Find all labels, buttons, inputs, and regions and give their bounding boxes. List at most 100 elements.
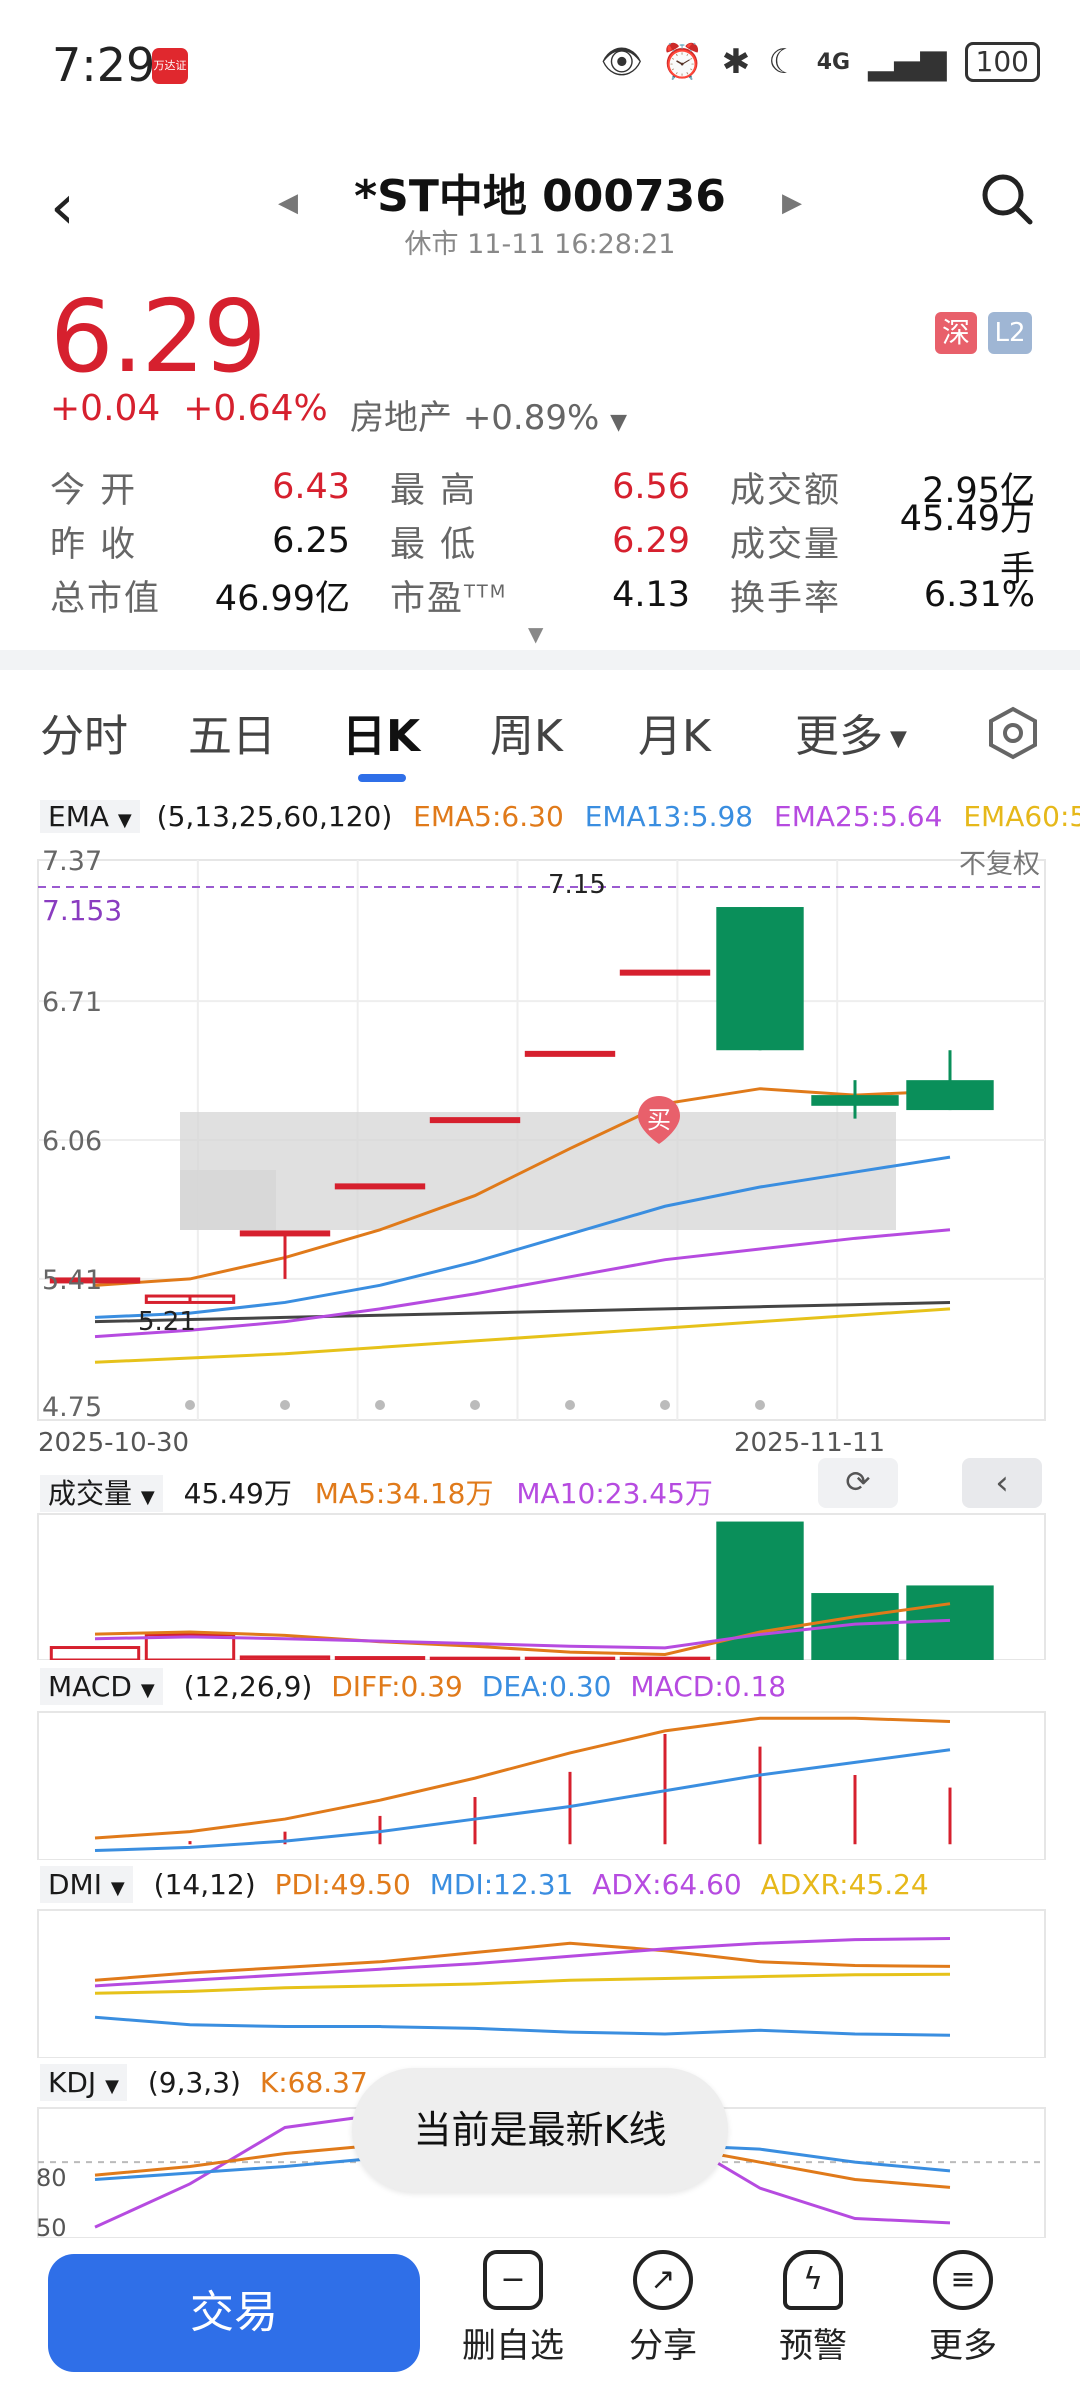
stat-label: 最 低 xyxy=(390,524,478,565)
axis-dot xyxy=(470,1400,480,1410)
buy-marker[interactable]: 买 xyxy=(638,1096,680,1144)
candle-body xyxy=(239,1230,331,1237)
dmi-mdi: MDI:12.31 xyxy=(429,1868,574,1901)
high-marker: 7.15 xyxy=(548,870,606,900)
axis-dot xyxy=(280,1400,290,1410)
candle-body xyxy=(716,907,804,1051)
status-time: 7:29 xyxy=(52,38,156,92)
volume-value: 45.49万 xyxy=(183,1477,292,1510)
back-button[interactable]: ‹ xyxy=(50,170,75,243)
dmi-adx: ADX:64.60 xyxy=(592,1868,742,1901)
price-change: +0.04 +0.64% xyxy=(50,388,328,429)
tab-monthly-k[interactable]: 月K xyxy=(638,711,711,762)
volume-ma5-line xyxy=(94,1602,951,1657)
volume-chart[interactable] xyxy=(0,1510,1080,1660)
tab-daily-k[interactable]: 日K xyxy=(342,711,421,762)
ema-selector[interactable]: EMA ▼ xyxy=(40,800,140,833)
share-icon: ↗ xyxy=(633,2250,693,2310)
rotate-icon[interactable]: ⟳ xyxy=(818,1458,898,1508)
tab-more[interactable]: 更多 ▼ xyxy=(795,711,907,762)
candle-body xyxy=(619,969,711,976)
chart-border xyxy=(37,1711,1046,1860)
collapse-icon[interactable]: ‹ xyxy=(962,1458,1042,1508)
volume-ma10: MA10:23.45万 xyxy=(516,1477,713,1510)
trade-button[interactable]: 交易 xyxy=(48,2254,420,2372)
alarm-icon: ⏰ xyxy=(661,42,704,82)
macd-diff-line xyxy=(94,1716,951,1840)
ref-line-label: 7.153 xyxy=(42,894,122,927)
stats-row: 总市值 46.99亿 市盈TTM 4.13 换手率 6.31% xyxy=(50,568,1035,622)
date-start: 2025-10-30 xyxy=(38,1428,190,1458)
kdj-k: K:68.37 xyxy=(259,2066,368,2099)
share-label: 分享 xyxy=(629,2326,697,2366)
macd-selector[interactable]: MACD ▼ xyxy=(40,1668,163,1705)
tab-intraday[interactable]: 分时 xyxy=(40,711,128,762)
search-icon[interactable] xyxy=(980,172,1034,226)
chart-border xyxy=(37,1513,1046,1660)
toast-message: 当前是最新K线 xyxy=(352,2068,728,2192)
section-divider xyxy=(0,650,1080,670)
stat-value: 45.49万手 xyxy=(899,499,1035,590)
tab-weekly-k[interactable]: 周K xyxy=(490,711,563,762)
stats-grid: 今 开 6.43 最 高 6.56 成交额 2.95亿 昨 收 6.25 最 低… xyxy=(50,460,1035,622)
ema60-line xyxy=(94,1300,951,1324)
macd-dea: DEA:0.30 xyxy=(481,1670,612,1703)
ema5-label: EMA5:6.30 xyxy=(413,800,564,833)
kdj-selector[interactable]: KDJ ▼ xyxy=(40,2064,127,2101)
ema13-label: EMA13:5.98 xyxy=(584,800,754,833)
chevron-down-icon: ▼ xyxy=(610,410,628,435)
settings-hex-icon[interactable] xyxy=(985,705,1041,761)
sector-link[interactable]: 房地产 +0.89% ▼ xyxy=(350,390,627,439)
volume-bar xyxy=(619,1656,711,1660)
kline-chart[interactable]: 7.153 不复权 7.37 6.71 6.06 5.41 4.75 7.15 5.21… xyxy=(0,840,1080,1460)
sector-name: 房地产 xyxy=(350,398,452,438)
bluetooth-icon: ✱ xyxy=(721,42,751,82)
dmi-selector[interactable]: DMI ▼ xyxy=(40,1866,133,1903)
remove-label: 删自选 xyxy=(462,2326,564,2366)
more-label: 更多 xyxy=(929,2326,997,2366)
market-status: 休市 11-11 16:28:21 xyxy=(404,229,676,260)
ema-params: (5,13,25,60,120) xyxy=(156,800,393,833)
macd-legend: MACD ▼ (12,26,9) DIFF:0.39 DEA:0.30 MACD… xyxy=(40,1668,786,1705)
stat-label: 总市值 xyxy=(50,578,162,619)
share-button[interactable]: ↗ 分享 xyxy=(603,2250,723,2367)
alert-button[interactable]: ϟ 预警 xyxy=(753,2250,873,2367)
tab-indicator xyxy=(358,774,406,782)
alert-label: 预警 xyxy=(779,2326,847,2366)
signal-icon: ▂▄▆ xyxy=(868,42,947,82)
dmi-chart[interactable] xyxy=(0,1908,1080,2058)
next-stock-arrow[interactable]: ▶ xyxy=(782,188,802,218)
page-title: *ST中地 000736 xyxy=(354,171,726,222)
fq-label[interactable]: 不复权 xyxy=(959,849,1040,880)
kdj-y80: 80 xyxy=(36,2164,67,2192)
status-icons: 👁 ⏰ ✱ ☾ 4G ▂▄▆ 100 xyxy=(600,42,1040,82)
volume-bar xyxy=(429,1656,521,1660)
axis-dot xyxy=(565,1400,575,1410)
ema60-label: EMA60:5 xyxy=(963,800,1080,833)
tab-five-day[interactable]: 五日 xyxy=(188,711,276,762)
macd-chart[interactable] xyxy=(0,1710,1080,1860)
volume-bar xyxy=(716,1521,804,1660)
stat-value: 6.43 xyxy=(272,467,350,507)
volume-legend: 成交量 ▼ 45.49万 MA5:34.18万 MA10:23.45万 xyxy=(40,1472,713,1512)
level2-tag[interactable]: L2 xyxy=(988,312,1032,354)
axis-dot xyxy=(185,1400,195,1410)
ema120-line xyxy=(94,1307,951,1364)
ema25-line xyxy=(94,1228,951,1339)
stat-value: 6.29 xyxy=(612,521,690,561)
dmi-legend: DMI ▼ (14,12) PDI:49.50 MDI:12.31 ADX:64… xyxy=(40,1866,929,1903)
volume-selector[interactable]: 成交量 ▼ xyxy=(40,1475,163,1512)
stat-label: 成交量 xyxy=(730,524,842,565)
remove-watchlist-button[interactable]: − 删自选 xyxy=(453,2250,573,2367)
more-button[interactable]: ≡ 更多 xyxy=(903,2250,1023,2367)
price-zone-left xyxy=(180,1170,276,1230)
expand-stats-icon[interactable]: ▼ xyxy=(528,622,544,646)
prev-stock-arrow[interactable]: ◀ xyxy=(278,188,298,218)
change-percent: +0.64% xyxy=(183,388,328,429)
network-label: 4G xyxy=(816,49,851,75)
sector-change: +0.89% xyxy=(462,398,600,438)
kdj-y50: 50 xyxy=(36,2214,67,2238)
low-marker: 5.21 xyxy=(138,1307,196,1337)
candle-body xyxy=(906,1080,994,1111)
y-axis-label: 7.37 xyxy=(42,846,102,877)
